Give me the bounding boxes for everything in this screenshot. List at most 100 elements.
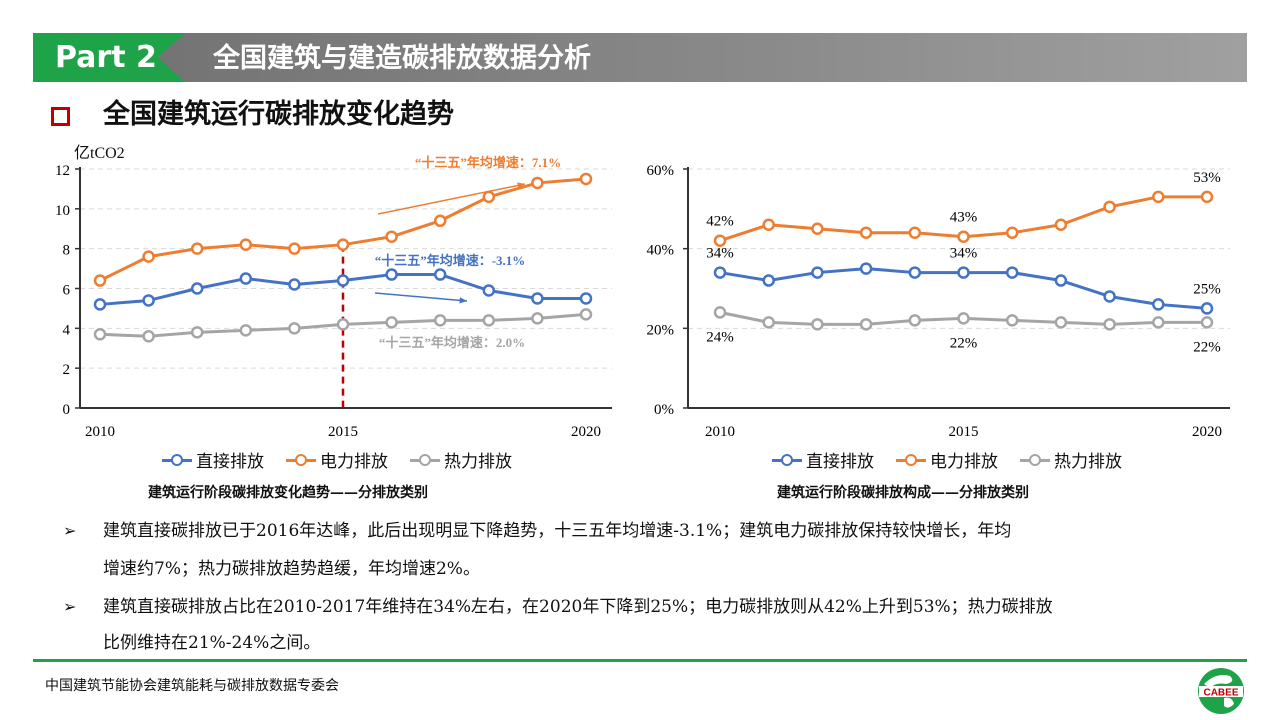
data-point bbox=[957, 312, 970, 325]
bullet-text: 建筑直接碳排放已于2016年达峰，此后出现明显下降趋势，十三五年均增速-3.1%… bbox=[103, 521, 1012, 541]
data-label: 34% bbox=[706, 246, 734, 262]
data-point bbox=[859, 262, 873, 275]
data-point bbox=[433, 214, 447, 228]
data-point bbox=[385, 268, 398, 281]
data-point bbox=[288, 242, 301, 255]
y-tick-label: 0% bbox=[654, 402, 674, 418]
data-point bbox=[957, 266, 970, 279]
data-point bbox=[859, 318, 873, 331]
data-point bbox=[142, 250, 155, 263]
data-point bbox=[579, 292, 593, 305]
x-tick-label: 2015 bbox=[949, 424, 979, 440]
bullet-arrow-icon: ➢ bbox=[63, 521, 77, 540]
data-point bbox=[1200, 316, 1214, 329]
x-tick-label: 2015 bbox=[328, 424, 358, 440]
data-point bbox=[1005, 266, 1019, 279]
data-label: 42% bbox=[706, 214, 734, 230]
data-point bbox=[336, 274, 350, 287]
data-point bbox=[762, 218, 775, 232]
data-point bbox=[908, 266, 922, 279]
right-chart-caption: 建筑运行阶段碳排放构成——分排放类别 bbox=[777, 485, 1029, 501]
legend-label: 直接排放 bbox=[196, 452, 264, 472]
y-tick-label: 40% bbox=[647, 243, 675, 259]
footer-divider bbox=[33, 659, 1247, 662]
legend-label: 电力排放 bbox=[320, 452, 388, 472]
left-chart-legend: 直接排放 电力排放 热力排放 bbox=[162, 447, 512, 472]
legend-marker-icon bbox=[286, 453, 316, 467]
data-point bbox=[288, 278, 301, 291]
cabee-logo: CABEE bbox=[1198, 668, 1244, 714]
data-point bbox=[859, 226, 873, 239]
data-point bbox=[336, 238, 350, 251]
data-point bbox=[1054, 218, 1068, 232]
legend-item-direct: 直接排放 bbox=[772, 447, 874, 472]
data-point bbox=[811, 266, 824, 279]
data-point bbox=[190, 282, 204, 295]
data-point bbox=[811, 222, 824, 235]
data-point bbox=[811, 318, 824, 331]
data-point bbox=[336, 318, 350, 331]
data-point bbox=[908, 314, 922, 327]
y-tick-label: 12 bbox=[55, 163, 70, 179]
x-tick-label: 2010 bbox=[85, 424, 115, 440]
bullet-text: 建筑直接碳排放占比在2010-2017年维持在34%左右，在2020年下降到25… bbox=[103, 597, 1053, 617]
legend-item-heat: 热力排放 bbox=[410, 447, 512, 472]
data-point bbox=[713, 266, 727, 279]
y-tick-label: 6 bbox=[63, 283, 71, 299]
growth-annotation: “十三五”年均增速：2.0% bbox=[379, 335, 525, 350]
trend-arrow-line bbox=[374, 292, 468, 302]
data-point bbox=[908, 226, 922, 239]
y-tick-label: 20% bbox=[647, 322, 675, 338]
footer-text: 中国建筑节能协会建筑能耗与碳排放数据专委会 bbox=[45, 678, 339, 694]
legend-item-heat: 热力排放 bbox=[1020, 447, 1122, 472]
y-tick-label: 10 bbox=[55, 203, 70, 219]
data-label: 53% bbox=[1193, 170, 1221, 186]
left-chart-caption: 建筑运行阶段碳排放变化趋势——分排放类别 bbox=[148, 485, 428, 501]
data-point bbox=[190, 326, 204, 339]
data-point bbox=[531, 176, 544, 190]
data-point bbox=[239, 272, 253, 285]
data-point bbox=[482, 314, 496, 327]
legend-marker-icon bbox=[410, 453, 440, 467]
y-tick-label: 0 bbox=[63, 402, 71, 418]
data-point bbox=[93, 298, 107, 311]
page-title: 全国建筑与建造碳排放数据分析 bbox=[213, 43, 591, 74]
data-label: 22% bbox=[950, 335, 978, 351]
data-point bbox=[142, 330, 155, 343]
data-point bbox=[957, 230, 970, 243]
section-title: 全国建筑运行碳排放变化趋势 bbox=[103, 99, 454, 130]
arrow-head-icon bbox=[517, 182, 525, 189]
legend-marker-icon bbox=[162, 453, 192, 467]
data-point bbox=[1152, 316, 1165, 329]
section-bullet-icon bbox=[51, 107, 70, 126]
data-point bbox=[239, 324, 253, 337]
legend-marker-icon bbox=[772, 453, 802, 467]
data-point bbox=[531, 292, 544, 305]
x-tick-label: 2020 bbox=[571, 424, 601, 440]
data-point bbox=[762, 274, 775, 287]
data-point bbox=[142, 294, 155, 307]
data-label: 22% bbox=[1193, 339, 1221, 355]
y-axis-label: 亿tCO2 bbox=[74, 145, 125, 162]
legend-marker-icon bbox=[1020, 453, 1050, 467]
data-point bbox=[1103, 200, 1116, 214]
data-label: 25% bbox=[1193, 281, 1221, 297]
arrow-head-icon bbox=[459, 297, 467, 304]
bullet-text: 比例维持在21%-24%之间。 bbox=[103, 633, 321, 653]
data-point bbox=[190, 242, 204, 255]
data-point bbox=[1152, 190, 1165, 204]
data-point bbox=[1005, 314, 1019, 327]
data-point bbox=[579, 308, 593, 321]
data-point bbox=[713, 306, 727, 319]
legend-label: 电力排放 bbox=[930, 452, 998, 472]
y-tick-label: 2 bbox=[63, 362, 71, 378]
x-tick-label: 2010 bbox=[705, 424, 735, 440]
data-point bbox=[1005, 226, 1019, 239]
y-tick-label: 4 bbox=[63, 322, 71, 338]
growth-annotation: “十三五”年均增速：7.1% bbox=[415, 155, 561, 170]
data-point bbox=[385, 316, 398, 329]
x-tick-label: 2020 bbox=[1192, 424, 1222, 440]
y-tick-label: 60% bbox=[647, 163, 675, 179]
data-point bbox=[762, 316, 775, 329]
data-point bbox=[1200, 302, 1214, 315]
